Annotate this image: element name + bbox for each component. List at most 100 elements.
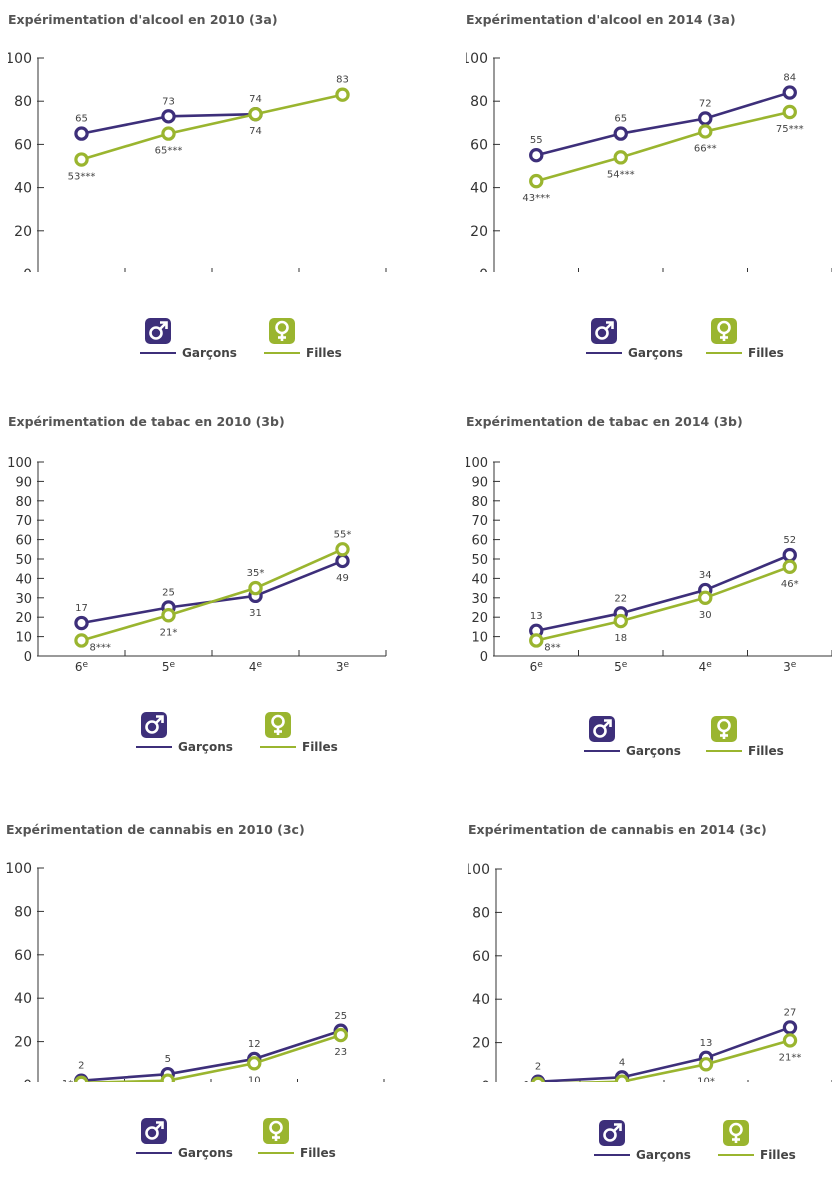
x-tick-label: 4e	[699, 660, 713, 674]
data-point	[335, 87, 350, 102]
series-line	[81, 559, 343, 625]
y-tick-label: 100	[466, 51, 488, 67]
y-tick-label: 10	[15, 631, 32, 646]
chart-title: Expérimentation de tabac en 2010 (3b)	[8, 414, 285, 429]
data-point	[74, 633, 89, 648]
series-garcons: 13 22 34 52	[529, 535, 797, 638]
series-filles: 12**10*21**	[524, 1033, 802, 1082]
male-symbol-icon	[141, 712, 167, 738]
data-point	[161, 126, 176, 141]
legend-line-garcons	[594, 1154, 630, 1156]
data-point	[782, 559, 797, 574]
data-label: 65	[614, 114, 627, 125]
female-symbol-icon	[711, 318, 737, 344]
series-line	[535, 565, 791, 642]
y-tick-label: 50	[471, 553, 488, 568]
data-point	[613, 150, 628, 165]
data-point	[782, 85, 797, 100]
data-point	[613, 613, 628, 629]
legend: Garçons Filles	[584, 716, 824, 760]
female-symbol-icon	[263, 1118, 289, 1144]
data-label: 65***	[155, 146, 183, 157]
data-label: 46*	[781, 579, 799, 590]
data-label: 21*	[160, 627, 178, 638]
y-tick-label: 80	[472, 905, 490, 921]
legend-label-filles: Filles	[302, 740, 338, 754]
data-label: 18	[614, 633, 627, 644]
legend-line-filles	[260, 746, 296, 748]
chart-panel-alcool-2010: Expérimentation d'alcool en 2010 (3a) 0 2…	[8, 12, 408, 372]
data-label: 10*	[697, 1076, 715, 1082]
y-tick-label: 20	[14, 224, 32, 240]
series-garcons: 55 65 72 84	[529, 73, 797, 163]
y-tick-label: 0	[481, 1079, 490, 1082]
x-tick-label: 5e	[614, 660, 628, 674]
legend-label-garcons: Garçons	[636, 1148, 691, 1162]
data-label: 1	[524, 1080, 530, 1082]
female-symbol-icon	[711, 716, 737, 742]
data-point	[613, 126, 628, 141]
y-tick-label: 80	[471, 495, 488, 510]
x-tick-label: 6e	[75, 660, 89, 674]
y-tick-label: 100	[8, 456, 32, 471]
axes: 0 10 20 30 40 50 60 70 80 90 100 6e 5e 4e 3e	[466, 456, 832, 674]
data-label: 25	[334, 1011, 347, 1022]
x-tick-label: 3e	[336, 660, 350, 674]
data-point	[698, 590, 713, 605]
data-point	[698, 1057, 714, 1072]
data-point	[160, 1073, 175, 1082]
data-point	[248, 580, 263, 596]
legend-item-garcons: Garçons	[140, 318, 237, 362]
chart-panel-cannabis-2010: Expérimentation de cannabis en 2010 (3c)…	[6, 822, 406, 1182]
legend-item-filles: Filles	[706, 318, 796, 362]
y-tick-label: 20	[470, 224, 488, 240]
y-tick-label: 40	[472, 992, 490, 1008]
legend-item-filles: Filles	[264, 318, 354, 362]
y-tick-label: 60	[14, 948, 32, 964]
chart-title: Expérimentation d'alcool en 2010 (3a)	[8, 12, 278, 27]
axes: 0204060801006e5e4e3e	[8, 51, 387, 272]
series-line	[81, 1033, 342, 1082]
y-tick-label: 0	[24, 650, 32, 665]
data-label: 21**	[779, 1052, 802, 1063]
y-tick-label: 100	[468, 862, 490, 878]
data-label: 65	[75, 114, 88, 125]
x-tick-label: 4e	[249, 660, 263, 674]
data-point	[74, 126, 89, 141]
data-point	[698, 111, 713, 126]
data-label: 22	[614, 593, 627, 604]
y-tick-label: 90	[471, 475, 488, 490]
data-point	[531, 1076, 545, 1082]
data-label: 49	[336, 573, 349, 584]
data-label: 84	[783, 73, 796, 84]
y-tick-label: 30	[471, 592, 488, 607]
data-point	[782, 1033, 798, 1048]
line-chart-cannabis-2014: 0204060801006e5e4e3e24132712**10*21**	[468, 862, 832, 1082]
legend-line-garcons	[140, 352, 176, 354]
axes: 0204060801006e5e4e3e	[6, 861, 385, 1082]
legend-label-filles: Filles	[748, 744, 784, 758]
legend-label-filles: Filles	[306, 346, 342, 360]
y-tick-label: 0	[23, 1078, 32, 1082]
y-tick-label: 20	[472, 1036, 490, 1052]
data-point	[782, 104, 797, 120]
legend-item-garcons: Garçons	[594, 1120, 691, 1164]
y-tick-label: 60	[471, 534, 488, 549]
data-label: 10	[248, 1075, 261, 1082]
data-label: 31	[249, 608, 262, 619]
data-point	[333, 1027, 348, 1043]
data-point	[74, 152, 89, 167]
data-label: 4	[619, 1057, 625, 1068]
chart-title: Expérimentation de tabac en 2014 (3b)	[466, 414, 743, 429]
legend-label-filles: Filles	[748, 346, 784, 360]
series-line	[535, 91, 791, 157]
data-label: 13	[700, 1038, 713, 1049]
data-label: 13	[530, 611, 543, 622]
legend-label-garcons: Garçons	[626, 744, 681, 758]
legend-item-garcons: Garçons	[586, 318, 683, 362]
series-line	[81, 548, 344, 642]
legend-line-filles	[706, 750, 742, 752]
y-tick-label: 30	[15, 592, 32, 607]
